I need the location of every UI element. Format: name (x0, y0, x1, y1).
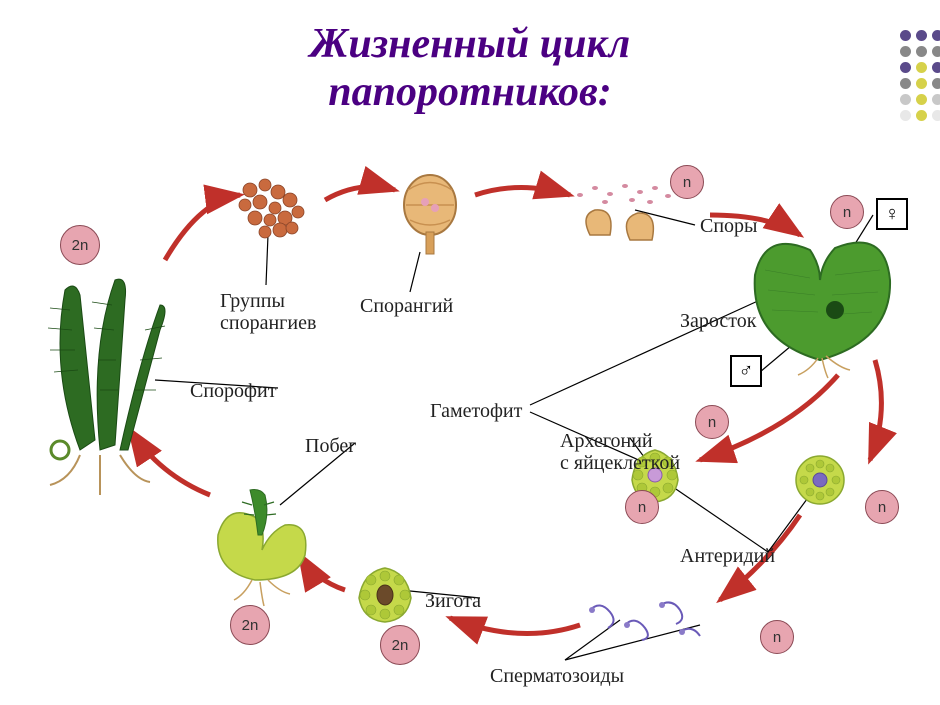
dot (932, 30, 940, 41)
label-spores: Споры (700, 215, 757, 237)
dot (932, 78, 940, 89)
dot (916, 110, 927, 121)
dot (900, 46, 911, 57)
stage-young-shoot (200, 480, 320, 610)
ploidy-badge: n (670, 165, 704, 199)
label-prothallus: Заросток (680, 310, 756, 332)
dot (916, 46, 927, 57)
ploidy-badge: 2n (380, 625, 420, 665)
stage-antheridium (790, 450, 850, 510)
dot (900, 110, 911, 121)
label-gametophyte: Гаметофит (430, 400, 522, 422)
dot (916, 78, 927, 89)
dot (932, 46, 940, 57)
label-sporophyte: Спорофит (190, 380, 276, 402)
stage-sorus-group (230, 170, 320, 250)
label-antheridium: Антеридий (680, 545, 775, 567)
stage-sporangium (390, 170, 470, 260)
dot (900, 62, 911, 73)
dot (900, 78, 911, 89)
label-sporangium: Спорангий (360, 295, 453, 317)
stage-prothallus (740, 220, 900, 380)
cycle-arrow (325, 187, 395, 200)
ploidy-badge: 2n (230, 605, 270, 645)
dot (916, 94, 927, 105)
dot (900, 94, 911, 105)
label-zygote: Зигота (425, 590, 481, 612)
ploidy-badge: 2n (60, 225, 100, 265)
ploidy-badge: n (625, 490, 659, 524)
ploidy-badge: n (865, 490, 899, 524)
stage-spermatozoids (580, 590, 710, 650)
title-line1: Жизненный цикл (310, 21, 630, 67)
stage-spores (560, 180, 690, 250)
label-sperm: Сперматозоиды (490, 665, 624, 687)
dot (916, 62, 927, 73)
dot (916, 30, 927, 41)
ploidy-badge: n (830, 195, 864, 229)
page-title: Жизненный цикл папоротников: (0, 20, 940, 117)
label-archegonium: Архегонийс яйцеклеткой (560, 430, 680, 474)
label-shoot: Побег (305, 435, 356, 457)
gender-symbol: ♀ (876, 198, 908, 230)
ploidy-badge: n (760, 620, 794, 654)
cycle-arrow (450, 618, 580, 634)
dot (932, 110, 940, 121)
stage-zygote (345, 560, 425, 630)
title-line2: папоротников: (328, 69, 612, 115)
dot (900, 30, 911, 41)
stage-sporophyte (20, 250, 180, 500)
gender-symbol: ♂ (730, 355, 762, 387)
ploidy-badge: n (695, 405, 729, 439)
dot (932, 62, 940, 73)
cycle-arrow (475, 188, 570, 196)
dot (932, 94, 940, 105)
label-sor_group: Группыспорангиев (220, 290, 316, 334)
